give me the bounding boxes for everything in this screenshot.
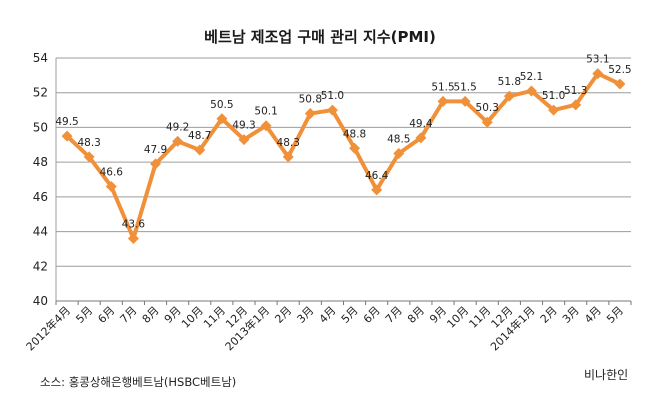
data-labels: 49.5 48.3 46.6 43.6 47.9 49.248.7 50.5 49.3 50.1… [55,54,631,231]
x-tick-label: 4月 [582,304,604,326]
data-point [304,108,316,120]
data-label: 51.5 [431,81,454,93]
x-tick-label: 2月 [272,304,294,326]
data-label: 52.1 [520,71,543,83]
data-point [349,142,361,154]
y-tick-label: 40 [33,294,48,308]
x-tick-label: 2月 [538,304,560,326]
x-tick-label: 8月 [405,304,427,326]
y-tick-label: 50 [33,120,48,134]
data-label: 43.6 [122,219,146,231]
x-tick-label: 10月 [179,304,206,331]
data-label: 53.1 [586,54,609,66]
data-label: 50.5 [210,99,233,111]
data-label: 51.8 [498,76,521,88]
data-label: 48.3 [277,137,300,149]
x-tick-label: 5月 [73,304,95,326]
y-tick-label: 48 [33,155,48,169]
data-point [61,130,73,142]
data-point [172,135,184,147]
x-tick-label: 8月 [140,304,162,326]
data-point [326,104,338,116]
data-label: 50.1 [254,106,277,118]
data-label: 52.5 [608,64,631,76]
data-label: 49.4 [409,118,433,130]
data-point [238,134,250,146]
data-point [216,113,228,125]
x-tick-label: 7月 [118,304,140,326]
data-point [260,120,272,132]
data-label: 46.6 [100,166,124,178]
series-pmi [61,68,626,245]
data-label: 48.3 [77,137,100,149]
data-label: 51.5 [453,81,476,93]
source-note: 소스: 홍콩상해은행베트남(HSBC베트남) [40,375,237,389]
data-label: 48.8 [343,128,366,140]
brand-mark: 비나한인 [584,368,629,382]
data-label: 49.5 [55,116,78,128]
x-tick-label: 4月 [317,304,339,326]
x-tick-label: 7月 [383,304,405,326]
data-point [393,147,405,159]
data-label: 50.3 [476,102,499,114]
x-tick-label: 6月 [95,304,117,326]
data-label: 49.2 [166,121,189,133]
data-point [614,78,626,90]
data-point [437,95,449,107]
data-label: 51.0 [321,90,344,102]
data-point [415,132,427,144]
x-tick-label: 11月 [201,304,228,331]
y-axis: 40 42 44 46 48 50 52 54 [33,51,57,308]
data-point [150,158,162,170]
data-point [525,85,537,97]
y-tick-label: 46 [33,190,48,204]
data-point [503,90,515,102]
x-tick-label: 2012年4月 [23,303,73,353]
x-tick-label: 11月 [467,304,494,331]
y-tick-label: 54 [33,51,48,65]
data-label: 46.4 [365,170,389,182]
chart-title: 베트남 제조업 구매 관리 지수(PMI) [204,28,436,46]
data-point [548,104,560,116]
data-label: 48.5 [387,133,410,145]
data-label: 47.9 [144,144,167,156]
data-point [127,233,139,245]
data-label: 48.7 [188,130,211,142]
data-point [83,151,95,163]
data-point [481,116,493,128]
data-label: 49.3 [232,120,255,132]
x-tick-label: 10月 [444,304,471,331]
x-tick-label: 3月 [295,304,317,326]
data-point [570,99,582,111]
data-point [371,184,383,196]
data-point [592,68,604,80]
y-tick-label: 42 [33,259,48,273]
x-tick-label: 3月 [560,304,582,326]
x-tick-label: 5月 [604,304,626,326]
data-label: 51.3 [564,85,587,97]
data-label: 50.8 [299,94,322,106]
x-tick-label: 5月 [339,304,361,326]
y-tick-label: 52 [33,86,48,100]
x-tick-label: 6月 [361,304,383,326]
data-point [194,144,206,156]
data-point [459,95,471,107]
y-tick-label: 44 [33,225,48,239]
data-label: 51.0 [542,90,565,102]
data-point [282,151,294,163]
data-point [105,180,117,192]
